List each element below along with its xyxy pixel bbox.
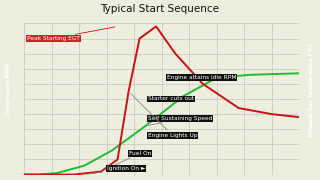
Text: Fuel On: Fuel On xyxy=(104,151,151,170)
Text: Peak Starting EGT: Peak Starting EGT xyxy=(27,27,115,41)
Text: Engine attains idle RPM: Engine attains idle RPM xyxy=(167,75,236,80)
Text: Engine Lights Up: Engine Lights Up xyxy=(131,93,197,138)
Text: Compressor RPM: Compressor RPM xyxy=(6,64,11,116)
Text: Typical Start Sequence: Typical Start Sequence xyxy=(100,4,220,14)
Text: Self Sustaining Speed: Self Sustaining Speed xyxy=(148,116,212,126)
Text: Starter cuts out: Starter cuts out xyxy=(148,96,194,102)
Text: Exhaust Gas Temperature [°C]: Exhaust Gas Temperature [°C] xyxy=(309,43,314,137)
Text: Ignition On ►: Ignition On ► xyxy=(87,166,145,174)
